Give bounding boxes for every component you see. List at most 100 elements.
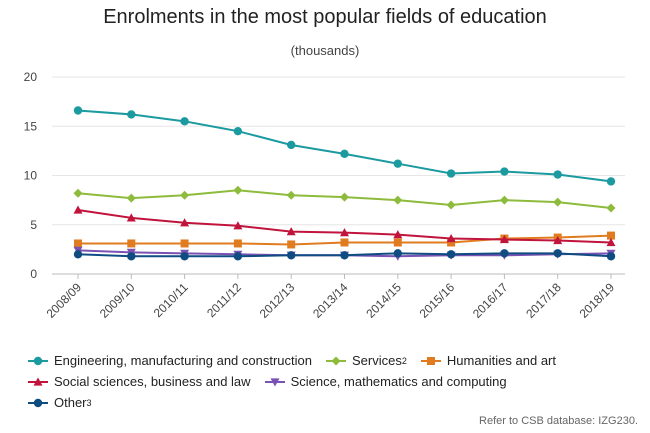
data-point bbox=[340, 251, 349, 260]
data-point bbox=[233, 126, 243, 136]
data-point bbox=[233, 252, 243, 261]
source-note: Refer to CSB database: IZG230. bbox=[479, 415, 638, 427]
legend-item[interactable]: Other 3 bbox=[28, 395, 92, 410]
data-point bbox=[393, 159, 402, 168]
chart-title: Enrolments in the most popular fields of… bbox=[103, 6, 547, 28]
legend-swatch-marker bbox=[33, 398, 43, 407]
data-point bbox=[340, 149, 349, 159]
data-point bbox=[287, 240, 296, 249]
data-point bbox=[340, 192, 349, 202]
x-tick-label: 2009/10 bbox=[97, 280, 138, 321]
series-lines bbox=[73, 106, 616, 261]
legend-label: Social sciences, business and law bbox=[54, 374, 251, 389]
data-point bbox=[447, 238, 456, 247]
data-point bbox=[553, 236, 563, 245]
legend-swatch bbox=[264, 377, 285, 386]
legend: Engineering, manufacturing and construct… bbox=[28, 350, 638, 413]
x-tick-label: 2010/11 bbox=[151, 280, 191, 320]
gridlines bbox=[52, 76, 625, 275]
data-point bbox=[73, 205, 83, 214]
chart-subtitle: (thousands) bbox=[290, 43, 360, 58]
data-point bbox=[127, 252, 136, 261]
data-point bbox=[180, 239, 189, 248]
legend-item[interactable]: Science, mathematics and computing bbox=[264, 374, 507, 389]
data-point bbox=[127, 239, 136, 248]
legend-item[interactable]: Services 2 bbox=[326, 353, 407, 368]
y-tick-label: 0 bbox=[30, 267, 37, 281]
legend-label: Humanities and art bbox=[446, 353, 556, 368]
y-tick-label: 15 bbox=[24, 119, 38, 133]
x-tick-label: 2013/14 bbox=[310, 280, 351, 321]
data-point bbox=[393, 249, 402, 258]
legend-row: Social sciences, business and law Science… bbox=[28, 371, 638, 392]
data-point bbox=[499, 195, 509, 205]
data-point bbox=[286, 227, 296, 236]
line-chart: 0 5 10 15 20 2008/09 2009/10 2010/11 2011/12 201… bbox=[24, 70, 625, 321]
data-point bbox=[499, 235, 509, 244]
data-point bbox=[446, 234, 456, 243]
data-point bbox=[606, 177, 616, 186]
legend-swatch bbox=[28, 377, 48, 386]
x-tick-label: 2012/13 bbox=[257, 280, 298, 321]
data-point bbox=[287, 251, 296, 260]
legend-swatch bbox=[28, 398, 48, 407]
data-point bbox=[500, 167, 509, 176]
legend-item[interactable]: Humanities and art bbox=[420, 353, 556, 368]
y-tick-label: 10 bbox=[24, 169, 38, 183]
data-point bbox=[393, 230, 403, 239]
legend-swatch-marker bbox=[426, 356, 435, 365]
legend-label: Engineering, manufacturing and construct… bbox=[54, 353, 312, 368]
legend-item[interactable]: Engineering, manufacturing and construct… bbox=[28, 353, 312, 368]
legend-label: Other bbox=[54, 395, 87, 410]
data-point bbox=[446, 169, 456, 178]
data-point bbox=[233, 185, 243, 195]
y-axis: 0 5 10 15 20 bbox=[24, 70, 38, 281]
y-tick-label: 5 bbox=[30, 218, 37, 232]
x-tick-label: 2014/15 bbox=[363, 280, 404, 321]
series-group bbox=[73, 185, 616, 213]
legend-label: Services bbox=[352, 353, 402, 368]
legend-footnote-marker: 2 bbox=[401, 355, 407, 366]
data-point bbox=[607, 231, 615, 240]
x-tick-label: 2008/09 bbox=[44, 280, 85, 321]
x-tick-label: 2016/17 bbox=[470, 280, 511, 321]
x-tick-label: 2011/12 bbox=[204, 280, 244, 320]
data-point bbox=[74, 239, 82, 248]
data-point bbox=[180, 117, 189, 126]
data-point bbox=[393, 238, 402, 247]
series-group bbox=[73, 106, 616, 186]
legend-swatch-marker bbox=[331, 356, 341, 365]
legend-swatch-marker bbox=[270, 377, 280, 386]
data-point bbox=[73, 250, 83, 259]
data-point bbox=[393, 195, 403, 205]
data-point bbox=[127, 110, 136, 119]
series-group bbox=[73, 249, 616, 261]
legend-row: Engineering, manufacturing and construct… bbox=[28, 350, 638, 371]
x-tick-label: 2018/19 bbox=[577, 280, 618, 321]
data-point bbox=[446, 250, 456, 259]
x-axis: 2008/09 2009/10 2010/11 2011/12 2012/13 2013/… bbox=[44, 274, 618, 321]
legend-label: Science, mathematics and computing bbox=[290, 374, 507, 389]
y-tick-label: 20 bbox=[24, 70, 38, 84]
legend-swatch bbox=[420, 356, 441, 365]
x-tick-label: 2015/16 bbox=[417, 280, 458, 321]
legend-row: Other 3 bbox=[28, 392, 638, 413]
data-point bbox=[287, 140, 296, 150]
data-point bbox=[233, 221, 243, 230]
data-point bbox=[180, 252, 189, 261]
data-point bbox=[180, 218, 190, 227]
data-point bbox=[126, 193, 136, 203]
legend-item[interactable]: Social sciences, business and law bbox=[28, 374, 251, 389]
data-point bbox=[233, 239, 242, 248]
x-tick-label: 2017/18 bbox=[523, 280, 564, 321]
data-point bbox=[286, 190, 296, 200]
data-point bbox=[340, 238, 349, 247]
legend-swatch-marker bbox=[33, 377, 43, 386]
series-line bbox=[77, 109, 612, 183]
data-point bbox=[340, 228, 349, 237]
data-point bbox=[73, 106, 83, 115]
data-point bbox=[126, 213, 136, 222]
data-point bbox=[606, 252, 616, 261]
legend-footnote-marker: 3 bbox=[86, 397, 92, 408]
data-point bbox=[180, 190, 190, 200]
